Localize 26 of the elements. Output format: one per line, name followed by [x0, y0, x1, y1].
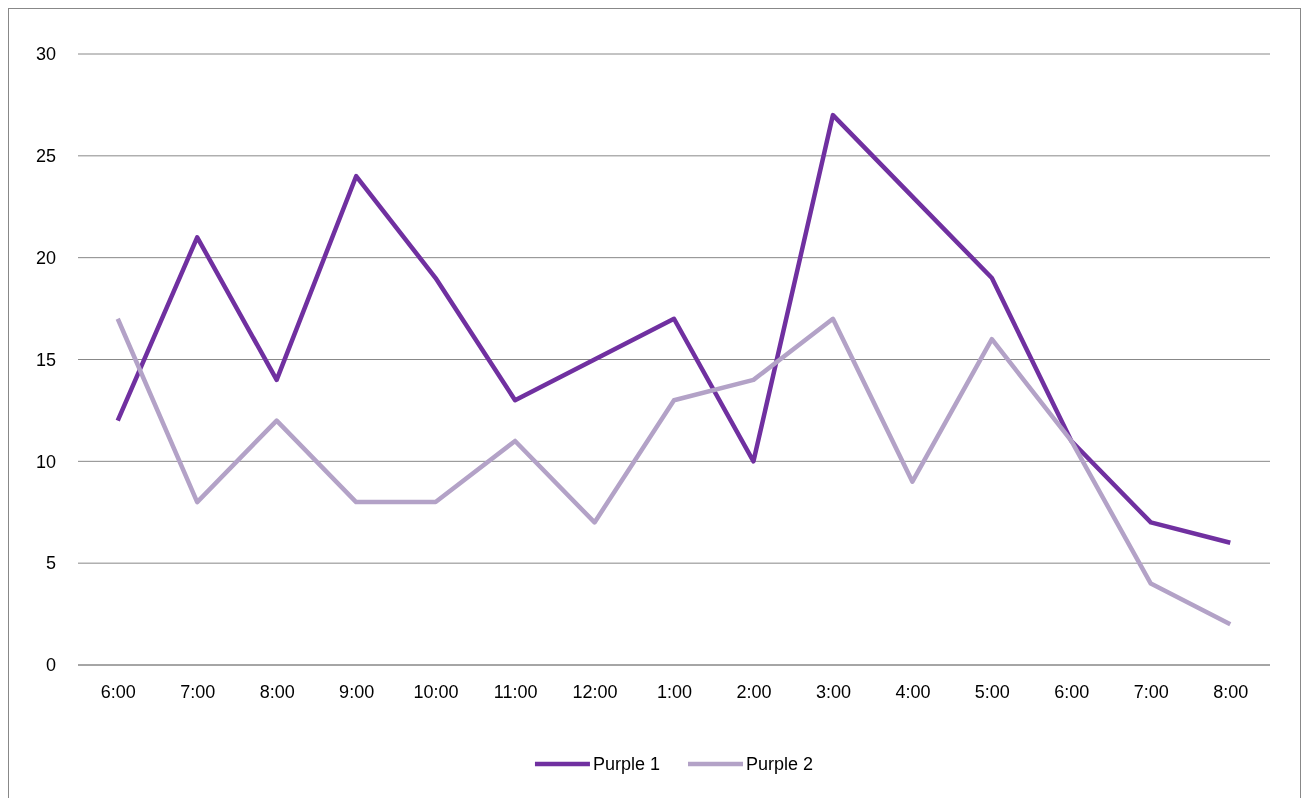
legend-label: Purple 2: [746, 754, 814, 775]
x-tick-label: 3:00: [815, 681, 851, 702]
x-tick-label: 6:00: [1054, 681, 1090, 702]
x-tick-label: 5:00: [974, 681, 1010, 702]
y-tick-label: 30: [35, 44, 56, 65]
x-tick-label: 7:00: [180, 681, 216, 702]
x-tick-label: 12:00: [572, 681, 618, 702]
x-tick-label: 6:00: [100, 681, 136, 702]
line-series: [115, 112, 1233, 546]
x-tick-label: 8:00: [259, 681, 295, 702]
y-tick-label: 0: [45, 655, 56, 676]
y-tick-label: 25: [35, 146, 56, 167]
x-tick-label: 7:00: [1133, 681, 1169, 702]
y-tick-label: 20: [35, 247, 56, 268]
y-tick-label: 5: [45, 553, 56, 574]
legend-label: Purple 1: [592, 754, 660, 775]
x-tick-label: 4:00: [895, 681, 931, 702]
x-tick-label: 2:00: [736, 681, 772, 702]
line-series: [115, 316, 1233, 627]
x-tick-label: 10:00: [413, 681, 459, 702]
y-tick-label: 15: [35, 349, 56, 370]
x-tick-label: 9:00: [339, 681, 375, 702]
x-tick-label: 1:00: [656, 681, 693, 702]
y-tick-label: 10: [35, 451, 56, 472]
x-tick-label: 8:00: [1213, 681, 1249, 702]
x-tick-label: 11:00: [493, 681, 538, 702]
